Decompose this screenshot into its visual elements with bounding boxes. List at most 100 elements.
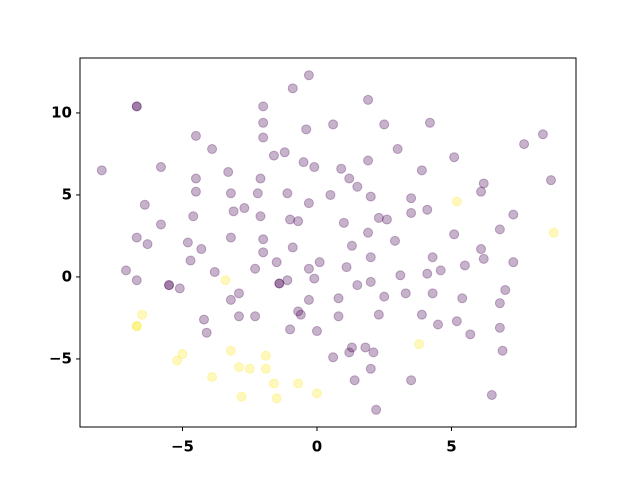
scatter-point	[344, 347, 355, 358]
scatter-point	[424, 117, 435, 128]
scatter-point	[252, 188, 263, 199]
scatter-point	[422, 204, 433, 215]
scatter-point	[459, 260, 470, 271]
scatter-point	[131, 321, 142, 332]
y-tick-label: 10	[51, 103, 72, 121]
scatter-point	[209, 267, 220, 278]
scatter-point	[258, 247, 269, 258]
scatter-point	[427, 288, 438, 299]
scatter-point	[346, 342, 357, 353]
scatter-point	[131, 275, 142, 286]
scatter-point	[190, 173, 201, 184]
scatter-point	[433, 319, 444, 330]
scatter-point	[373, 309, 384, 320]
scatter-point	[373, 212, 384, 223]
scatter-point	[155, 219, 166, 230]
scatter-point	[258, 234, 269, 245]
scatter-point	[416, 165, 427, 176]
scatter-point	[177, 349, 188, 360]
scatter-point	[271, 257, 282, 268]
scatter-point	[236, 391, 247, 402]
scatter-point	[406, 193, 417, 204]
scatter-point	[225, 294, 236, 305]
scatter-point	[333, 293, 344, 304]
scatter-point	[379, 119, 390, 130]
scatter-point	[199, 314, 209, 325]
scatter-point	[381, 214, 392, 225]
scatter-point	[548, 227, 559, 238]
scatter-point	[309, 273, 320, 284]
scatter-point	[295, 309, 306, 320]
scatter-point	[142, 239, 153, 250]
scatter-point	[228, 206, 239, 217]
scatter-point	[451, 316, 462, 327]
scatter-point	[274, 278, 285, 289]
scatter-point	[338, 217, 349, 228]
scatter-point	[207, 144, 218, 155]
plot-frame	[79, 57, 577, 428]
scatter-point	[422, 268, 433, 279]
scatter-point	[260, 363, 271, 374]
scatter-point	[537, 129, 548, 140]
scatter-point	[285, 324, 296, 335]
scatter-point	[233, 288, 244, 299]
scatter-point	[250, 263, 261, 274]
scatter-point	[225, 188, 236, 199]
scatter-point	[258, 117, 269, 128]
scatter-point	[260, 350, 271, 361]
scatter-point	[282, 275, 293, 286]
scatter-point	[449, 229, 460, 240]
scatter-point	[255, 211, 266, 222]
scatter-point	[255, 173, 266, 184]
scatter-point	[250, 311, 261, 322]
scatter-point	[476, 186, 487, 197]
scatter-point	[457, 293, 468, 304]
scatter-point	[465, 329, 476, 340]
scatter-point	[164, 280, 175, 291]
scatter-point	[309, 162, 320, 173]
scatter-point	[363, 94, 374, 105]
scatter-point	[478, 253, 489, 264]
scatter-point	[365, 363, 376, 374]
scatter-point	[188, 211, 199, 222]
scatter-point	[225, 345, 236, 356]
scatter-point	[478, 178, 489, 189]
scatter-point	[365, 252, 376, 263]
scatter-point	[282, 188, 293, 199]
scatter-point	[137, 309, 148, 320]
x-tick-label: −5	[171, 438, 194, 456]
scatter-point	[325, 189, 336, 200]
scatter-point	[500, 285, 511, 296]
scatter-point	[287, 83, 298, 94]
scatter-point	[379, 291, 390, 302]
scatter-point	[268, 150, 279, 161]
scatter-point	[427, 252, 438, 263]
scatter-point	[328, 352, 339, 363]
scatter-point	[185, 255, 196, 266]
scatter-point	[155, 162, 166, 173]
scatter-point	[476, 244, 487, 255]
scatter-point	[174, 283, 185, 294]
scatter-point	[449, 152, 460, 163]
scatter-point	[349, 375, 360, 386]
scatter-point	[519, 139, 530, 150]
scatter-point	[494, 322, 505, 333]
scatter-point	[268, 378, 279, 389]
scatter-point	[363, 155, 374, 166]
scatter-point	[371, 404, 382, 415]
scatter-point	[223, 166, 234, 177]
scatter-point	[400, 288, 411, 299]
y-tick-label: 0	[62, 267, 72, 285]
scatter-point	[293, 378, 304, 389]
scatter-point	[392, 144, 403, 155]
scatter-point	[368, 347, 379, 358]
scatter-point	[293, 216, 304, 227]
scatter-point	[406, 207, 417, 218]
scatter-point	[363, 227, 374, 238]
y-tick-label: 5	[62, 185, 72, 203]
scatter-point	[314, 257, 325, 268]
scatter-point	[328, 119, 339, 130]
scatter-point	[196, 244, 207, 255]
